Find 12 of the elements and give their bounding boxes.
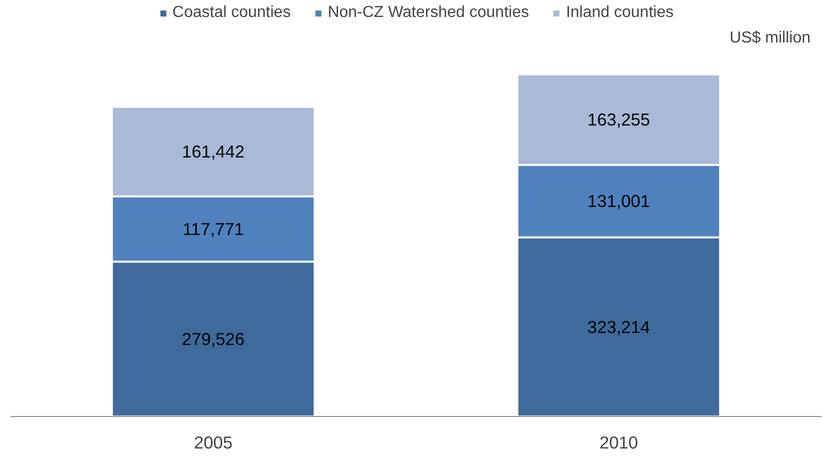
legend-label: Inland counties (566, 4, 674, 22)
data-label: 163,255 (587, 110, 650, 130)
legend-label: Coastal counties (172, 4, 291, 22)
data-label: 279,526 (182, 329, 245, 350)
data-label: 323,214 (587, 316, 650, 337)
data-label: 117,771 (182, 218, 244, 239)
legend-label: Non-CZ Watershed counties (328, 4, 529, 22)
x-tick-label: 2005 (194, 432, 233, 452)
data-label: 161,442 (182, 142, 245, 162)
y-axis-title: US$ million (730, 30, 811, 46)
data-label: 131,001 (587, 191, 650, 212)
x-tick-label: 2010 (599, 432, 638, 452)
